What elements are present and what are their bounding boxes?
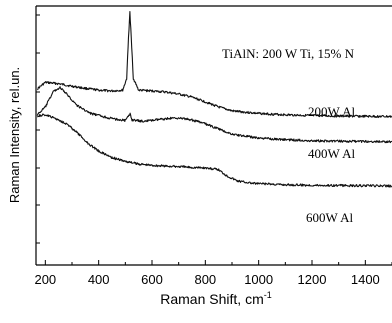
series-labels: 200W Al 400W Al 600W Al (306, 104, 355, 225)
x-ticks (44, 260, 392, 265)
chart-title: TiAlN: 200 W Ti, 15% N (222, 46, 355, 61)
x-tick-label: 800 (194, 272, 216, 287)
x-axis-label-text: Raman Shift, cm (160, 291, 263, 307)
x-tick-labels: 200 400 600 800 1000 1200 1400 (34, 272, 379, 287)
x-tick-label: 1000 (244, 272, 273, 287)
series-line (36, 113, 392, 188)
x-tick-label: 200 (34, 272, 56, 287)
y-ticks (36, 14, 40, 244)
plot-frame (35, 5, 392, 266)
series-line (37, 11, 392, 119)
y-axis-label: Raman Intensity, rel.un. (7, 67, 22, 203)
x-tick-label: 400 (88, 272, 110, 287)
x-tick-label: 1200 (298, 272, 327, 287)
series-layer (36, 11, 392, 188)
series-line (36, 86, 392, 144)
x-axis-label-superscript: -1 (264, 290, 272, 300)
x-tick-label: 1400 (351, 272, 380, 287)
x-tick-label: 600 (141, 272, 163, 287)
series-label: 400W Al (308, 146, 355, 161)
series-label: 600W Al (306, 210, 353, 225)
series-label: 200W Al (308, 104, 355, 119)
x-axis-label: Raman Shift, cm-1 (160, 290, 272, 307)
